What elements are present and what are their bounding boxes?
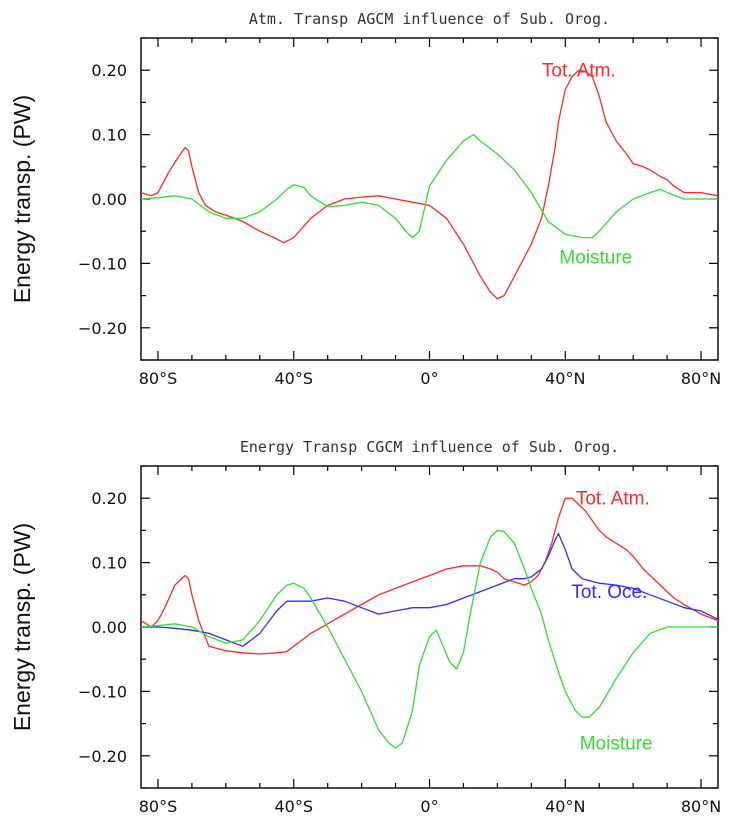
y-tick-label: 0.20 — [91, 489, 127, 508]
x-tick-label: 0° — [420, 369, 438, 388]
y-tick-label: −0.20 — [78, 319, 127, 338]
series-line-moisture — [140, 529, 718, 749]
y-tick-label: −0.10 — [78, 254, 127, 273]
series-label-moisture: Moisture — [559, 247, 632, 268]
x-tick-label: 80°N — [681, 369, 721, 388]
x-tick-label: 40°S — [274, 369, 313, 388]
y-tick-label: −0.20 — [78, 747, 127, 766]
y-axis-label: Energy transp. (PW) — [9, 95, 35, 303]
x-tick-label: 80°S — [139, 797, 178, 816]
series-label-tot-oce: Tot. Oce. — [571, 582, 647, 603]
panel-title: Atm. Transp AGCM influence of Sub. Orog. — [249, 10, 610, 28]
x-tick-label: 40°S — [274, 797, 313, 816]
y-tick-label: 0.10 — [91, 126, 127, 145]
panel-top-agcm: Atm. Transp AGCM influence of Sub. Orog.… — [9, 10, 721, 388]
series-line-tot-oce — [141, 532, 719, 647]
y-tick-label: 0.20 — [91, 61, 127, 80]
series-line-moisture — [140, 133, 718, 239]
plot-frame — [140, 37, 719, 361]
x-tick-label: 0° — [420, 797, 438, 816]
x-tick-label: 40°N — [545, 369, 585, 388]
series-label-tot-atm: Tot. Atm. — [576, 489, 650, 510]
x-tick-label: 80°N — [681, 797, 721, 816]
y-tick-label: 0.00 — [91, 190, 127, 209]
series-line-tot-atm — [140, 69, 719, 300]
panel-bottom-cgcm: Energy Transp CGCM influence of Sub. Oro… — [9, 438, 721, 816]
x-tick-label: 40°N — [545, 797, 585, 816]
y-tick-label: 0.00 — [91, 618, 127, 637]
y-tick-label: −0.10 — [78, 682, 127, 701]
panel-title: Energy Transp CGCM influence of Sub. Oro… — [240, 438, 619, 456]
y-axis-label: Energy transp. (PW) — [9, 523, 35, 731]
series-line-tot-atm — [140, 497, 719, 655]
y-tick-label: 0.10 — [91, 554, 127, 573]
series-label-tot-atm: Tot. Atm. — [542, 61, 616, 82]
series-label-moisture: Moisture — [580, 733, 653, 754]
x-tick-label: 80°S — [139, 369, 178, 388]
